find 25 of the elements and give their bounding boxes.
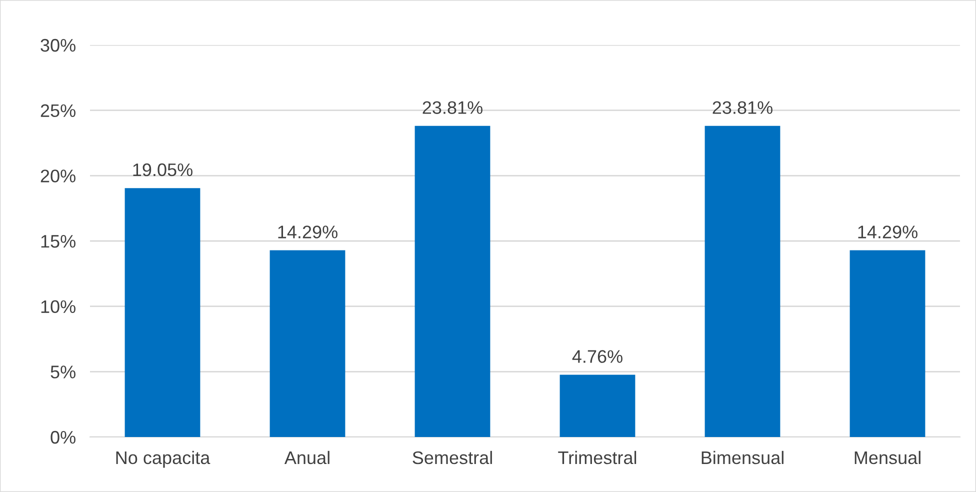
- x-tick-label: Semestral: [412, 450, 492, 464]
- data-label: 14.29%: [858, 226, 918, 238]
- y-tick-label: 5%: [50, 366, 76, 378]
- bar: [270, 250, 346, 437]
- bar: [124, 188, 200, 437]
- bar: [850, 250, 926, 437]
- y-tick-label: 20%: [40, 170, 76, 182]
- y-tick-label: 10%: [41, 300, 76, 314]
- x-tick-label: Bimensual: [702, 450, 784, 464]
- y-tick-label: 25%: [40, 104, 76, 118]
- bar: [560, 374, 636, 437]
- y-tick-label: 15%: [41, 235, 76, 248]
- data-label: 19.05%: [133, 163, 192, 176]
- data-label: 23.81%: [422, 101, 482, 114]
- x-tick-label: Trimestral: [558, 450, 636, 464]
- y-tick-label: 30%: [40, 38, 76, 52]
- data-label: 4.76%: [572, 350, 622, 363]
- data-label: 23.81%: [712, 101, 772, 114]
- x-tick-label: Mensual: [854, 450, 920, 464]
- x-tick-label: No capacita: [116, 450, 210, 468]
- y-tick-label: 0%: [50, 430, 76, 444]
- bar: [704, 126, 780, 437]
- x-tick-label: Anual: [284, 450, 330, 464]
- bar: [414, 126, 490, 437]
- data-label: 14.29%: [278, 226, 338, 238]
